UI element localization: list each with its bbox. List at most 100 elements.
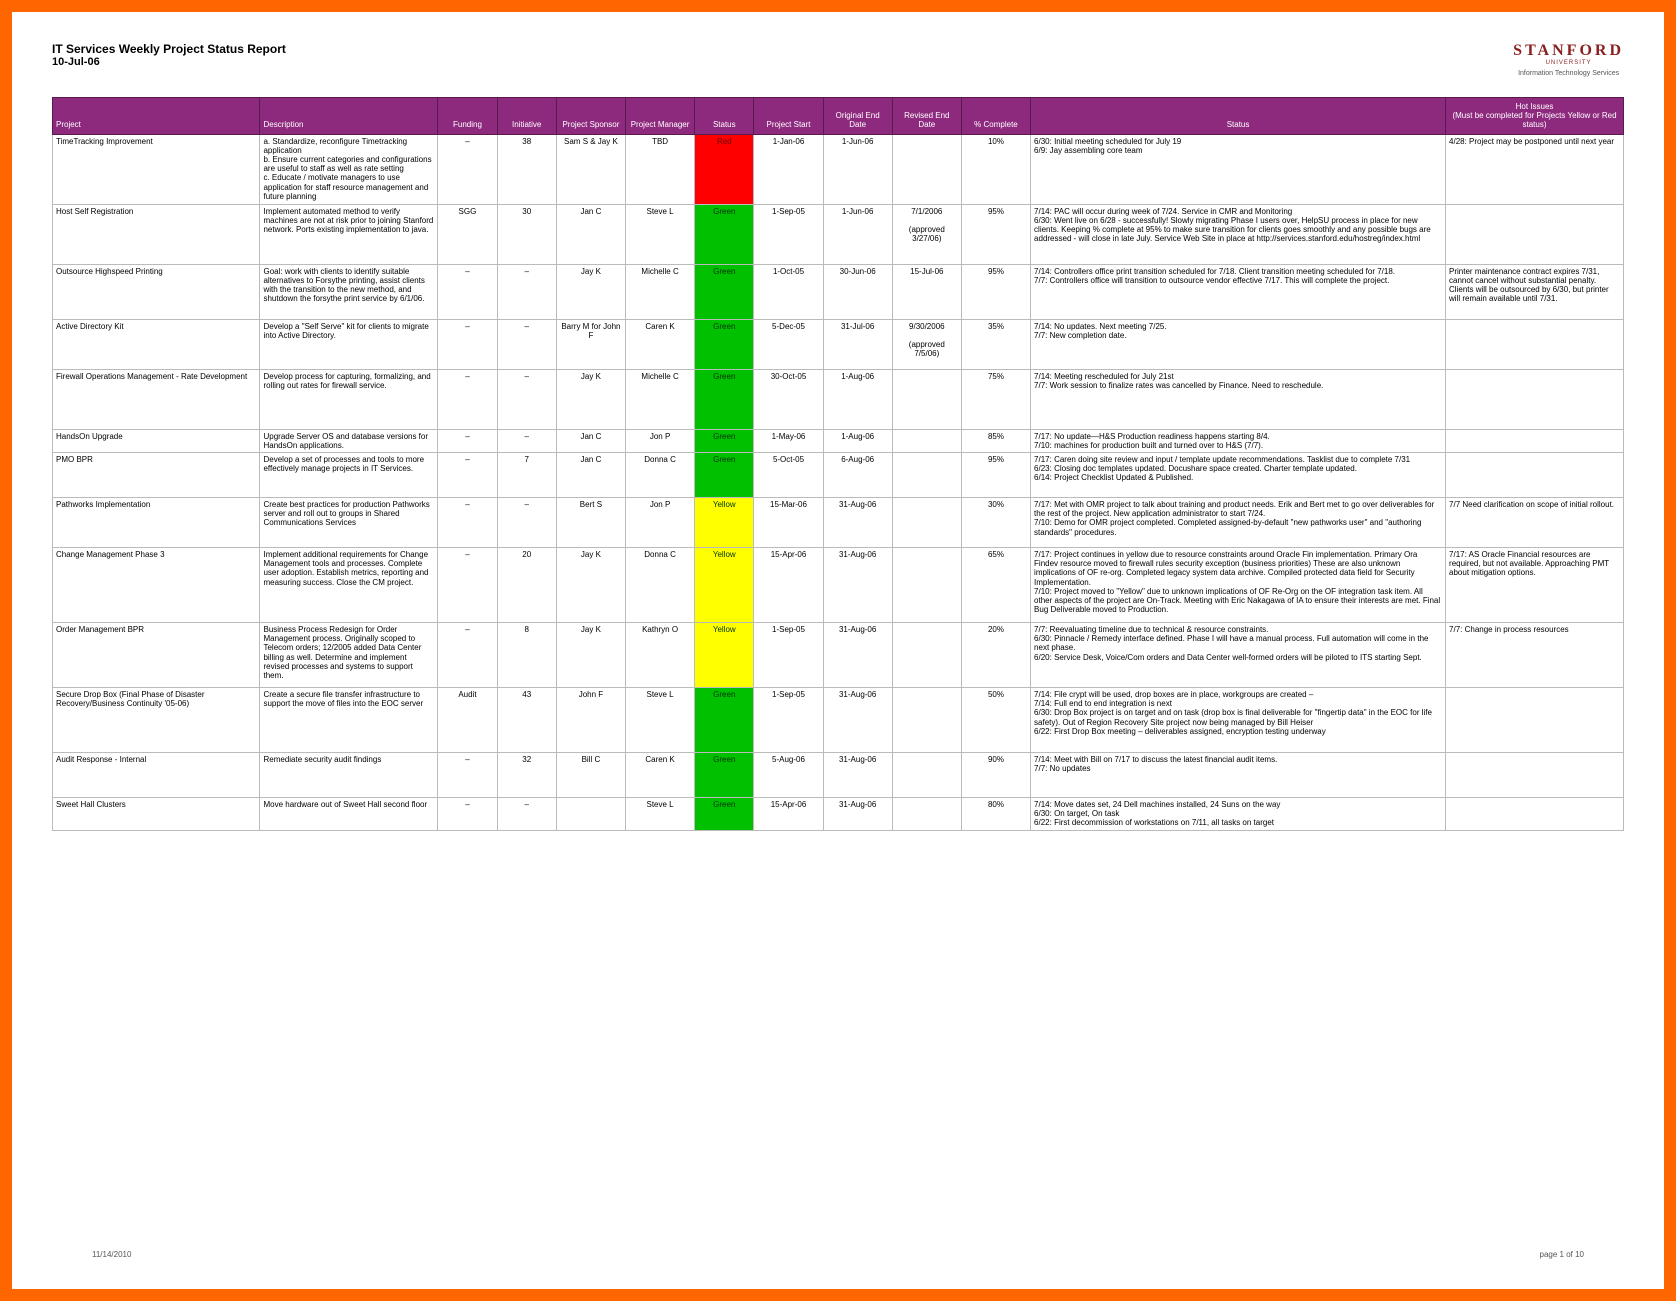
table-row: Pathworks ImplementationCreate best prac…: [53, 497, 1624, 547]
title-block: IT Services Weekly Project Status Report…: [52, 42, 286, 68]
status-text: 7/14: File crypt will be used, drop boxe…: [1031, 687, 1446, 752]
start: 1-Jan-06: [754, 134, 823, 204]
status-table: ProjectDescriptionFundingInitiativeProje…: [52, 97, 1624, 831]
funding: –: [438, 547, 497, 622]
table-row: HandsOn UpgradeUpgrade Server OS and dat…: [53, 429, 1624, 452]
revised: [892, 687, 961, 752]
complete: 90%: [961, 752, 1030, 797]
revised: [892, 752, 961, 797]
description: a. Standardize, reconfigure Timetracking…: [260, 134, 438, 204]
status-chip: Red: [695, 134, 754, 204]
sponsor: Sam S & Jay K: [556, 134, 625, 204]
status-text: 7/14: Move dates set, 24 Dell machines i…: [1031, 797, 1446, 830]
logo-tagline: Information Technology Services: [1513, 70, 1624, 77]
hot-issues: [1446, 369, 1624, 429]
status-text: 7/17: Caren doing site review and input …: [1031, 452, 1446, 497]
project: PMO BPR: [53, 452, 260, 497]
sponsor: John F: [556, 687, 625, 752]
start: 15-Apr-06: [754, 797, 823, 830]
revised: 9/30/2006 (approved 7/5/06): [892, 319, 961, 369]
hot-issues: [1446, 429, 1624, 452]
manager: Kathryn O: [626, 622, 695, 687]
complete: 30%: [961, 497, 1030, 547]
funding: –: [438, 134, 497, 204]
revised: [892, 622, 961, 687]
col-header: Project Start: [754, 98, 823, 135]
start: 15-Mar-06: [754, 497, 823, 547]
sponsor: Jay K: [556, 264, 625, 319]
complete: 85%: [961, 429, 1030, 452]
status-chip: Green: [695, 452, 754, 497]
start: 5-Dec-05: [754, 319, 823, 369]
page-footer: 11/14/2010 page 1 of 10: [92, 1250, 1584, 1259]
initiative: –: [497, 429, 556, 452]
initiative: 38: [497, 134, 556, 204]
col-header: Original End Date: [823, 98, 892, 135]
project: HandsOn Upgrade: [53, 429, 260, 452]
start: 30-Oct-05: [754, 369, 823, 429]
status-chip: Yellow: [695, 547, 754, 622]
description: Create a secure file transfer infrastruc…: [260, 687, 438, 752]
project: Sweet Hall Clusters: [53, 797, 260, 830]
col-header: % Complete: [961, 98, 1030, 135]
description: Remediate security audit findings: [260, 752, 438, 797]
status-chip: Green: [695, 264, 754, 319]
hot-issues: 7/7: Change in process resources: [1446, 622, 1624, 687]
complete: 35%: [961, 319, 1030, 369]
end: 31-Aug-06: [823, 547, 892, 622]
manager: Steve L: [626, 687, 695, 752]
project: Host Self Registration: [53, 204, 260, 264]
sponsor: Jay K: [556, 547, 625, 622]
manager: Steve L: [626, 204, 695, 264]
initiative: 8: [497, 622, 556, 687]
hot-issues: 4/28: Project may be postponed until nex…: [1446, 134, 1624, 204]
initiative: 43: [497, 687, 556, 752]
logo-name: STANFORD: [1513, 42, 1624, 60]
revised: [892, 797, 961, 830]
end: 31-Aug-06: [823, 752, 892, 797]
funding: –: [438, 497, 497, 547]
manager: Michelle C: [626, 264, 695, 319]
initiative: –: [497, 319, 556, 369]
footer-page: page 1 of 10: [1540, 1250, 1584, 1259]
status-text: 6/30: Initial meeting scheduled for July…: [1031, 134, 1446, 204]
sponsor: Jay K: [556, 369, 625, 429]
initiative: 32: [497, 752, 556, 797]
complete: 95%: [961, 452, 1030, 497]
manager: Donna C: [626, 452, 695, 497]
report-date: 10-Jul-06: [52, 56, 286, 68]
initiative: –: [497, 497, 556, 547]
manager: Michelle C: [626, 369, 695, 429]
col-header: Project: [53, 98, 260, 135]
revised: 15-Jul-06: [892, 264, 961, 319]
status-chip: Green: [695, 319, 754, 369]
col-header: Funding: [438, 98, 497, 135]
table-row: Sweet Hall ClustersMove hardware out of …: [53, 797, 1624, 830]
description: Move hardware out of Sweet Hall second f…: [260, 797, 438, 830]
complete: 50%: [961, 687, 1030, 752]
revised: [892, 429, 961, 452]
report-header: IT Services Weekly Project Status Report…: [52, 42, 1624, 77]
revised: 7/1/2006 (approved 3/27/06): [892, 204, 961, 264]
sponsor: Jay K: [556, 622, 625, 687]
sponsor: Jan C: [556, 204, 625, 264]
end: 30-Jun-06: [823, 264, 892, 319]
hot-issues: [1446, 797, 1624, 830]
col-header: Project Sponsor: [556, 98, 625, 135]
end: 1-Aug-06: [823, 429, 892, 452]
hot-issues: 7/7 Need clarification on scope of initi…: [1446, 497, 1624, 547]
revised: [892, 497, 961, 547]
sponsor: [556, 797, 625, 830]
hot-issues: 7/17: AS Oracle Financial resources are …: [1446, 547, 1624, 622]
start: 1-Sep-05: [754, 622, 823, 687]
funding: –: [438, 797, 497, 830]
status-text: 7/14: No updates. Next meeting 7/25. 7/7…: [1031, 319, 1446, 369]
hot-issues: [1446, 204, 1624, 264]
funding: –: [438, 264, 497, 319]
description: Implement automated method to verify mac…: [260, 204, 438, 264]
end: 31-Jul-06: [823, 319, 892, 369]
manager: Caren K: [626, 319, 695, 369]
project: Secure Drop Box (Final Phase of Disaster…: [53, 687, 260, 752]
revised: [892, 369, 961, 429]
project: Outsource Highspeed Printing: [53, 264, 260, 319]
